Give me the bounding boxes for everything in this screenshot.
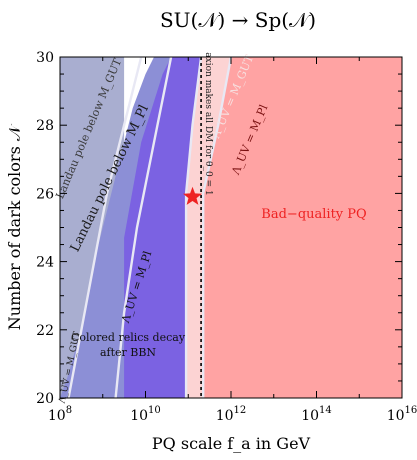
- chart-title: SU(𝒩) → Sp(𝒩): [160, 8, 316, 32]
- region-4: [203, 57, 402, 398]
- y-tick-label: 22: [36, 323, 54, 339]
- x-axis-ticks: 108 1010 1012 1014 1016: [48, 57, 417, 424]
- y-tick-label: 26: [36, 186, 54, 202]
- annotation-axion-dm: axion makes all DM for θ_0 = 1: [203, 52, 213, 195]
- boundary-3: [201, 57, 233, 398]
- boundaries-layer: [67, 57, 233, 398]
- y-axis-ticks: 20 22 24 26 28 30: [36, 50, 402, 407]
- x-tick-label: 1014: [301, 405, 332, 424]
- x-tick-label: 1010: [130, 405, 161, 424]
- benchmark-star: [183, 186, 202, 205]
- boundary-1: [114, 57, 173, 398]
- boundary-2: [184, 57, 203, 398]
- annotation-bad-quality: Bad−quality PQ: [261, 207, 366, 222]
- annotation-colored-relics-2: after BBN: [100, 346, 156, 359]
- y-axis-label: Number of dark colors 𝒩: [5, 123, 24, 330]
- y-tick-label: 28: [36, 118, 54, 134]
- x-tick-label: 1016: [387, 405, 417, 424]
- x-tick-label: 1012: [216, 405, 247, 424]
- annotation-colored-relics-1: Colored relics decay: [71, 331, 186, 344]
- x-axis-label: PQ scale f_a in GeV: [152, 434, 311, 453]
- y-tick-label: 24: [36, 255, 54, 271]
- y-tick-label: 30: [36, 50, 54, 66]
- x-tick-label: 108: [48, 405, 72, 424]
- benchmark-layer: [183, 186, 202, 205]
- boundary-0: [67, 57, 143, 398]
- y-tick-label: 20: [36, 391, 54, 407]
